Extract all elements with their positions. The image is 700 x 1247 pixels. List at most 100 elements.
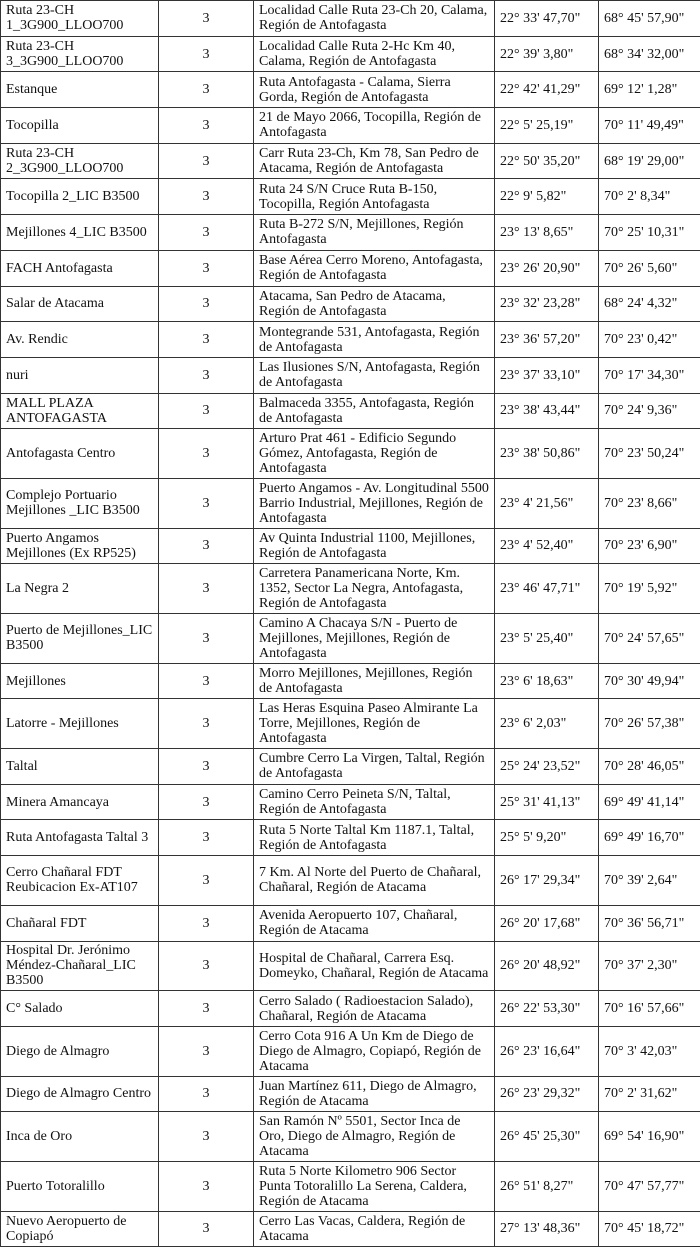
address-cell: Ruta 24 S/N Cruce Ruta B-150, Tocopilla,… [254,179,495,215]
address-cell: Juan Martínez 611, Diego de Almagro, Reg… [254,1076,495,1112]
longitude-cell: 70° 17' 34,30" [599,357,700,393]
sectors-cell: 3 [159,215,254,251]
latitude-cell: 25° 31' 41,13" [495,784,599,820]
address-cell: Atacama, San Pedro de Atacama, Región de… [254,286,495,322]
longitude-cell: 70° 2' 31,62" [599,1076,700,1112]
longitude-cell: 70° 23' 0,42" [599,322,700,358]
site-name-cell: Puerto Totoralillo [1,1161,159,1211]
sectors-cell: 3 [159,820,254,856]
address-cell: San Ramón Nº 5501, Sector Inca de Oro, D… [254,1112,495,1162]
address-cell: Morro Mejillones, Mejillones, Región de … [254,663,495,699]
site-name-cell: Latorre - Mejillones [1,699,159,749]
address-cell: Arturo Prat 461 - Edificio Segundo Gómez… [254,429,495,479]
longitude-cell: 70° 19' 5,92" [599,564,700,614]
latitude-cell: 22° 42' 41,29" [495,72,599,108]
latitude-cell: 26° 20' 17,68" [495,905,599,941]
longitude-cell: 68° 45' 57,90" [599,1,700,37]
table-row: Hospital Dr. Jerónimo Méndez-Chañaral_LI… [1,941,700,991]
site-name-cell: Mejillones [1,663,159,699]
sectors-cell: 3 [159,941,254,991]
longitude-cell: 68° 19' 29,00" [599,143,700,179]
site-name-cell: Inca de Oro [1,1112,159,1162]
latitude-cell: 23° 13' 8,65" [495,215,599,251]
sectors-cell: 3 [159,143,254,179]
address-cell: Las Ilusiones S/N, Antofagasta, Región d… [254,357,495,393]
site-name-cell: Estanque [1,72,159,108]
longitude-cell: 70° 24' 57,65" [599,614,700,664]
latitude-cell: 23° 38' 43,44" [495,393,599,429]
latitude-cell: 22° 33' 47,70" [495,1,599,37]
address-cell: Ruta 5 Norte Kilometro 906 Sector Punta … [254,1161,495,1211]
sectors-cell: 3 [159,393,254,429]
site-name-cell: Diego de Almagro [1,1026,159,1076]
sectors-cell: 3 [159,478,254,528]
site-name-cell: Ruta 23-CH 3_3G900_LLOO700 [1,36,159,72]
site-name-cell: Cerro Chañaral FDT Reubicacion Ex-AT107 [1,856,159,906]
latitude-cell: 23° 6' 18,63" [495,663,599,699]
address-cell: Montegrande 531, Antofagasta, Región de … [254,322,495,358]
address-cell: Hospital de Chañaral, Carrera Esq. Domey… [254,941,495,991]
sectors-cell: 3 [159,250,254,286]
address-cell: Cerro Cota 916 A Un Km de Diego de Diego… [254,1026,495,1076]
longitude-cell: 70° 30' 49,94" [599,663,700,699]
address-cell: Ruta B-272 S/N, Mejillones, Región Antof… [254,215,495,251]
latitude-cell: 23° 4' 52,40" [495,528,599,564]
site-name-cell: MALL PLAZA ANTOFAGASTA [1,393,159,429]
latitude-cell: 23° 4' 21,56" [495,478,599,528]
sectors-cell: 3 [159,905,254,941]
latitude-cell: 26° 23' 29,32" [495,1076,599,1112]
longitude-cell: 70° 36' 56,71" [599,905,700,941]
site-name-cell: nuri [1,357,159,393]
longitude-cell: 70° 26' 57,38" [599,699,700,749]
longitude-cell: 70° 24' 9,36" [599,393,700,429]
address-cell: Carretera Panamericana Norte, Km. 1352, … [254,564,495,614]
latitude-cell: 27° 13' 48,36" [495,1211,599,1247]
site-name-cell: Ruta 23-CH 1_3G900_LLOO700 [1,1,159,37]
sectors-cell: 3 [159,286,254,322]
sectors-cell: 3 [159,1076,254,1112]
latitude-cell: 26° 20' 48,92" [495,941,599,991]
sectors-cell: 3 [159,749,254,785]
longitude-cell: 70° 47' 57,77" [599,1161,700,1211]
latitude-cell: 22° 5' 25,19" [495,108,599,144]
latitude-cell: 23° 37' 33,10" [495,357,599,393]
latitude-cell: 23° 32' 23,28" [495,286,599,322]
latitude-cell: 26° 17' 29,34" [495,856,599,906]
longitude-cell: 70° 11' 49,49" [599,108,700,144]
site-name-cell: Hospital Dr. Jerónimo Méndez-Chañaral_LI… [1,941,159,991]
address-cell: Las Heras Esquina Paseo Almirante La Tor… [254,699,495,749]
sectors-cell: 3 [159,614,254,664]
latitude-cell: 23° 38' 50,86" [495,429,599,479]
longitude-cell: 68° 34' 32,00" [599,36,700,72]
address-cell: 21 de Mayo 2066, Tocopilla, Región de An… [254,108,495,144]
longitude-cell: 68° 24' 4,32" [599,286,700,322]
sectors-cell: 3 [159,856,254,906]
sectors-cell: 3 [159,357,254,393]
site-name-cell: Salar de Atacama [1,286,159,322]
latitude-cell: 26° 22' 53,30" [495,991,599,1027]
address-cell: Cerro Las Vacas, Caldera, Región de Atac… [254,1211,495,1247]
address-cell: Localidad Calle Ruta 23-Ch 20, Calama, R… [254,1,495,37]
latitude-cell: 22° 9' 5,82" [495,179,599,215]
longitude-cell: 70° 25' 10,31" [599,215,700,251]
address-cell: Ruta 5 Norte Taltal Km 1187.1, Taltal, R… [254,820,495,856]
site-name-cell: Minera Amancaya [1,784,159,820]
site-name-cell: Diego de Almagro Centro [1,1076,159,1112]
